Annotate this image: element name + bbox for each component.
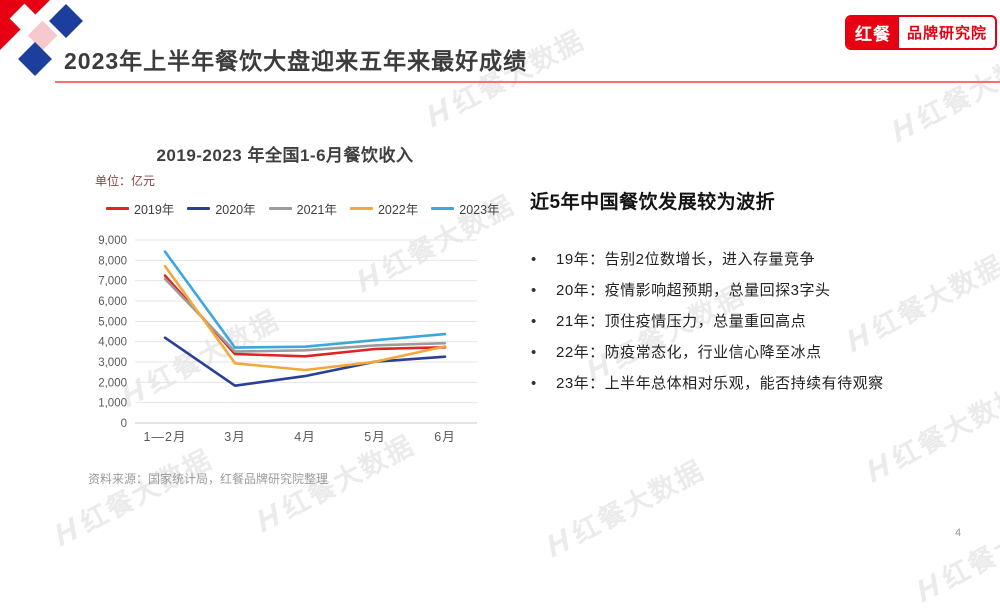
- legend-swatch: [187, 207, 211, 210]
- legend-label: 2020年: [215, 203, 256, 217]
- y-axis-tick: 5,000: [98, 316, 127, 328]
- y-axis-tick: 0: [121, 418, 127, 430]
- legend-label: 2023年: [459, 203, 500, 217]
- watermark-h-icon: H: [915, 563, 944, 612]
- y-axis-tick: 4,000: [98, 337, 127, 349]
- legend-swatch: [349, 207, 373, 210]
- y-axis-tick: 7,000: [98, 276, 127, 288]
- watermark-text: 红餐大数据: [567, 454, 710, 550]
- watermark-h-icon: H: [890, 103, 919, 152]
- watermark-h-icon: H: [545, 518, 574, 567]
- revenue-line-chart: 0 1,000 2,000 3,000 4,000 5,000 6,000 7,000 8,00…: [98, 235, 477, 444]
- watermark: H红餐大数据: [47, 438, 218, 556]
- legend-swatch: [106, 207, 129, 210]
- watermark: H红餐大数据: [419, 19, 590, 137]
- bullet-item: 20年：疫情影响超预期，总量回探3字头: [528, 275, 978, 306]
- y-axis-tick: 1,000: [98, 398, 127, 410]
- watermark: H红餐大数据: [909, 494, 1000, 612]
- watermark-h-icon: H: [865, 443, 894, 492]
- legend-item-2021年: 2021年: [268, 199, 337, 218]
- right-panel-heading: 近5年中国餐饮发展较为波折: [530, 192, 776, 213]
- bullet-list: 19年：告别2位数增长，进入存量竞争20年：疫情影响超预期，总量回探3字头21年…: [528, 244, 978, 399]
- series-line-2020年: [163, 336, 447, 387]
- legend-item-2020年: 2020年: [187, 199, 256, 218]
- brand-badge-org-text: 品牌研究院: [907, 25, 988, 42]
- watermark-h-icon: H: [255, 493, 284, 542]
- brand-badge-logo-text: 红餐: [847, 17, 899, 48]
- legend-swatch: [268, 207, 292, 210]
- legend-label: 2019年: [134, 203, 175, 217]
- title-underline: [55, 81, 1000, 83]
- y-axis-tick: 3,000: [98, 357, 127, 369]
- bullet-item: 19年：告别2位数增长，进入存量竞争: [528, 244, 978, 275]
- x-axis-tick: 4月: [294, 430, 315, 444]
- legend-label: 2021年: [296, 203, 337, 217]
- source-note: 资料来源：国家统计局，红餐品牌研究院整理: [88, 472, 329, 486]
- legend-swatch: [431, 207, 455, 210]
- x-axis-tick: 1—2月: [144, 430, 187, 444]
- bullet-item: 23年：上半年总体相对乐观，能否持续有待观察: [528, 368, 978, 399]
- y-axis-tick: 9,000: [98, 235, 127, 247]
- bullet-item: 22年：防疫常态化，行业信心降至冰点: [528, 337, 978, 368]
- chart-title: 2019-2023 年全国1-6月餐饮收入: [156, 146, 414, 165]
- x-axis-tick: 6月: [434, 430, 455, 444]
- page-number: 4: [955, 527, 962, 539]
- legend-item-2022年: 2022年: [349, 199, 419, 218]
- x-axis-tick: 3月: [224, 430, 245, 444]
- series-line-2023年: [163, 250, 447, 349]
- legend-item-2023年: 2023年: [431, 199, 500, 218]
- watermark-text: 红餐大数据: [937, 499, 1000, 595]
- legend-item-2019年: 2019年: [106, 199, 174, 218]
- brand-badge: 红餐 品牌研究院: [845, 15, 998, 50]
- series-line-2022年: [163, 264, 447, 372]
- series-line-2021年: [163, 277, 447, 353]
- legend-label: 2022年: [377, 203, 419, 217]
- y-axis-tick: 2,000: [98, 377, 127, 389]
- bullet-item: 21年：顶住疫情压力，总量重回高点: [528, 306, 978, 337]
- watermark-h-icon: H: [425, 88, 454, 137]
- chart-legend: 2019年 2020年 2021年 2022年 2023年: [106, 199, 500, 218]
- watermark-text: 红餐大数据: [912, 39, 1000, 135]
- watermark: H红餐大数据: [884, 34, 1000, 152]
- x-axis-tick: 5月: [364, 430, 385, 444]
- watermark-text: 红餐大数据: [75, 443, 218, 539]
- y-axis-tick: 6,000: [98, 296, 127, 308]
- y-axis-tick: 8,000: [98, 255, 127, 267]
- diamond-logo-icon: [0, 0, 83, 76]
- page-title: 2023年上半年餐饮大盘迎来五年来最好成绩: [64, 48, 528, 74]
- watermark-h-icon: H: [53, 507, 82, 556]
- chart-unit-label: 单位：亿元: [95, 174, 156, 188]
- watermark: H红餐大数据: [539, 449, 710, 567]
